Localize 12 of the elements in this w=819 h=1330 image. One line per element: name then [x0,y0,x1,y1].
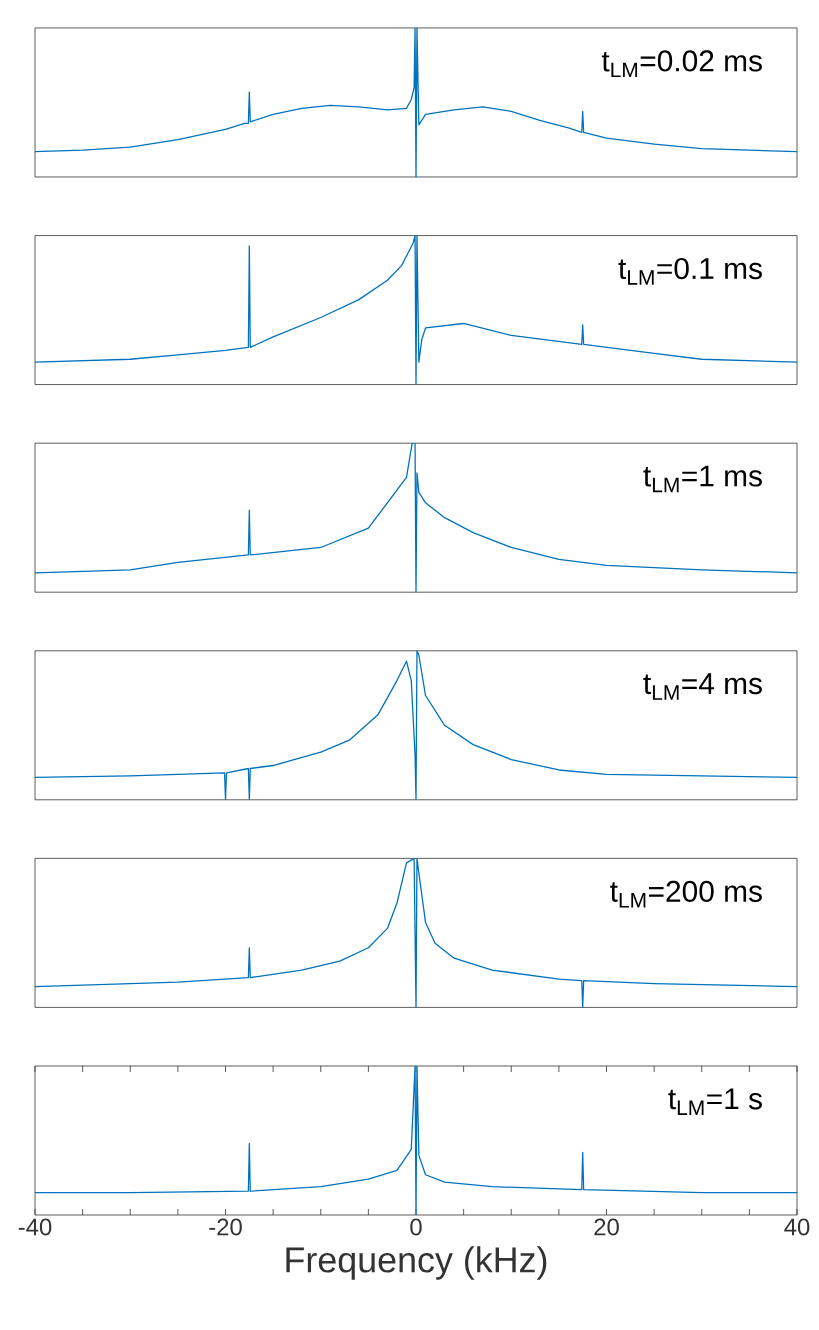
x-tick-label: 40 [784,1218,810,1236]
annotation: t$_{LM}$=1 s [668,1088,762,1115]
annotation: t$_{LM}$=0.02 ms [601,50,762,78]
x-tick-label: 0 [410,1218,422,1236]
x-tick-label: -40 [18,1218,52,1236]
annotation: t$_{LM}$=0.1 ms [618,257,762,285]
x-tick-label: 20 [594,1218,619,1236]
annotation: t$_{LM}$=4 ms [643,673,762,700]
x-tick-label: -20 [209,1218,242,1236]
annotation: t$_{LM}$=200 ms [610,880,762,908]
annotation: t$_{LM}$=1 ms [643,465,762,493]
x-axis-title: Frequency (kHz) [286,1246,547,1280]
